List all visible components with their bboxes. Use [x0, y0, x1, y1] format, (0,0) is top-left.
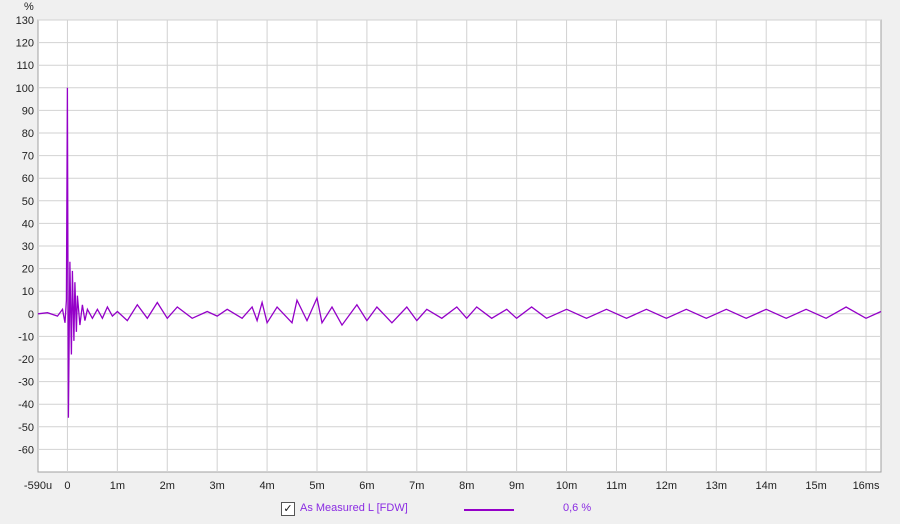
grid-lines	[38, 19, 881, 472]
x-tick-label: 5m	[309, 480, 324, 492]
x-tick-label: 9m	[509, 480, 524, 492]
series-line-as-measured-l	[37, 87, 882, 418]
y-tick-label: 130	[16, 15, 34, 27]
x-tick-label: 3m	[210, 480, 225, 492]
y-tick-label: 70	[22, 151, 34, 163]
x-tick-label: 16ms	[853, 480, 880, 492]
y-tick-label: -20	[18, 354, 34, 366]
x-tick-label: 0	[64, 480, 70, 492]
y-tick-label: 0	[28, 309, 34, 321]
x-axis-ticks: -590u 0 1m 2m 3m 4m 5m 6m 7m 8m 9m 10m 11m 12m 13m 14m 1…	[24, 480, 880, 492]
x-tick-label: 4m	[259, 480, 274, 492]
y-tick-label: 20	[22, 264, 34, 276]
y-axis-ticks: 1301201101009080706050403020100-10-20-30…	[16, 15, 34, 456]
y-tick-label: -60	[18, 444, 34, 456]
x-tick-label: 8m	[459, 480, 474, 492]
legend: ✓ As Measured L [FDW] 0,6 %	[0, 500, 900, 520]
y-tick-label: 30	[22, 241, 34, 253]
legend-line-swatch	[464, 509, 514, 511]
x-tick-label: 6m	[359, 480, 374, 492]
y-tick-label: -50	[18, 422, 34, 434]
y-tick-label: -30	[18, 377, 34, 389]
y-tick-label: -40	[18, 399, 34, 411]
x-tick-label: 12m	[656, 480, 677, 492]
y-tick-label: 90	[22, 105, 34, 117]
y-tick-label: 120	[16, 38, 34, 50]
legend-checkbox[interactable]: ✓	[281, 502, 295, 516]
x-tick-label: 7m	[409, 480, 424, 492]
x-tick-label: 1m	[110, 480, 125, 492]
y-tick-label: 10	[22, 286, 34, 298]
y-axis-label: %	[24, 1, 34, 13]
y-tick-label: -10	[18, 331, 34, 343]
y-tick-label: 80	[22, 128, 34, 140]
y-tick-label: 110	[16, 60, 34, 72]
impulse-response-chart: 1301201101009080706050403020100-10-20-30…	[16, 1, 882, 492]
y-tick-label: 60	[22, 173, 34, 185]
legend-value: 0,6 %	[563, 502, 592, 514]
y-tick-label: 50	[22, 196, 34, 208]
x-tick-label: 2m	[160, 480, 175, 492]
x-tick-label: 13m	[706, 480, 727, 492]
x-tick-label: 10m	[556, 480, 577, 492]
y-tick-label: 40	[22, 218, 34, 230]
x-tick-label: 11m	[606, 480, 627, 492]
x-tick-label: 15m	[805, 480, 826, 492]
y-tick-label: 100	[16, 83, 34, 95]
legend-series-label: As Measured L [FDW]	[300, 502, 408, 514]
x-tick-label: -590u	[24, 480, 52, 492]
x-tick-label: 14m	[756, 480, 777, 492]
